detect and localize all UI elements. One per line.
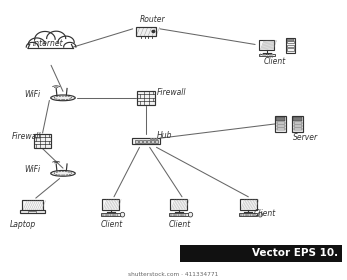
- Ellipse shape: [258, 212, 262, 217]
- Bar: [20, 210, 45, 213]
- Ellipse shape: [51, 171, 75, 176]
- Bar: [277, 125, 285, 127]
- Bar: [22, 200, 43, 211]
- Text: Vector EPS 10.: Vector EPS 10.: [252, 248, 338, 258]
- Bar: [136, 27, 156, 36]
- Bar: [178, 215, 179, 216]
- Ellipse shape: [51, 95, 75, 101]
- Bar: [102, 199, 119, 210]
- Bar: [180, 215, 182, 216]
- Bar: [240, 199, 257, 210]
- Bar: [287, 39, 294, 41]
- Bar: [250, 215, 251, 216]
- Bar: [252, 215, 254, 216]
- Bar: [143, 140, 146, 143]
- Bar: [254, 215, 256, 216]
- Bar: [294, 125, 302, 127]
- Bar: [185, 215, 186, 216]
- Text: Client: Client: [168, 220, 191, 229]
- Circle shape: [156, 139, 158, 140]
- Bar: [240, 215, 242, 216]
- Bar: [243, 215, 244, 216]
- Text: Client: Client: [253, 209, 276, 218]
- Bar: [137, 91, 155, 105]
- Bar: [292, 116, 303, 132]
- Ellipse shape: [188, 212, 193, 217]
- Circle shape: [151, 139, 152, 140]
- Text: Laptop: Laptop: [10, 220, 36, 229]
- Bar: [294, 122, 302, 124]
- Bar: [155, 140, 158, 143]
- Bar: [28, 211, 36, 213]
- Text: WiFi: WiFi: [24, 165, 40, 174]
- Bar: [170, 199, 187, 210]
- Bar: [107, 215, 109, 216]
- Text: Server: Server: [293, 132, 318, 141]
- Circle shape: [152, 31, 155, 32]
- Bar: [147, 140, 150, 143]
- Bar: [276, 116, 285, 120]
- Bar: [102, 215, 104, 216]
- Bar: [287, 48, 294, 51]
- Bar: [239, 213, 257, 216]
- Bar: [259, 53, 275, 56]
- Bar: [175, 215, 177, 216]
- Bar: [294, 128, 302, 130]
- Bar: [259, 39, 274, 50]
- Text: Firewall: Firewall: [157, 88, 187, 97]
- Bar: [287, 45, 294, 47]
- Bar: [182, 215, 184, 216]
- Bar: [170, 215, 172, 216]
- Text: Router: Router: [140, 15, 166, 24]
- Text: shutterstock.com · 411334771: shutterstock.com · 411334771: [128, 272, 219, 277]
- Bar: [117, 215, 118, 216]
- Bar: [3, 244, 344, 263]
- Bar: [105, 215, 107, 216]
- Bar: [247, 215, 249, 216]
- Ellipse shape: [120, 212, 125, 217]
- Bar: [245, 215, 247, 216]
- Bar: [132, 138, 160, 144]
- Bar: [180, 245, 342, 262]
- Text: Internet: Internet: [32, 39, 63, 48]
- Bar: [277, 122, 285, 124]
- Bar: [287, 41, 294, 43]
- Bar: [173, 215, 175, 216]
- Bar: [169, 213, 188, 216]
- Bar: [114, 215, 116, 216]
- Bar: [151, 140, 154, 143]
- Bar: [112, 215, 114, 216]
- Bar: [110, 215, 111, 216]
- Bar: [135, 140, 138, 143]
- Bar: [139, 140, 142, 143]
- Text: Client: Client: [100, 220, 122, 229]
- Text: Hub: Hub: [156, 131, 172, 140]
- Bar: [101, 213, 120, 216]
- Bar: [275, 116, 286, 132]
- Text: Client: Client: [264, 57, 286, 66]
- Bar: [34, 134, 51, 148]
- Bar: [286, 38, 295, 53]
- Bar: [277, 128, 285, 130]
- Bar: [293, 116, 302, 120]
- Text: WiFi: WiFi: [24, 90, 40, 99]
- Circle shape: [153, 139, 155, 140]
- Text: Firewall: Firewall: [12, 132, 42, 141]
